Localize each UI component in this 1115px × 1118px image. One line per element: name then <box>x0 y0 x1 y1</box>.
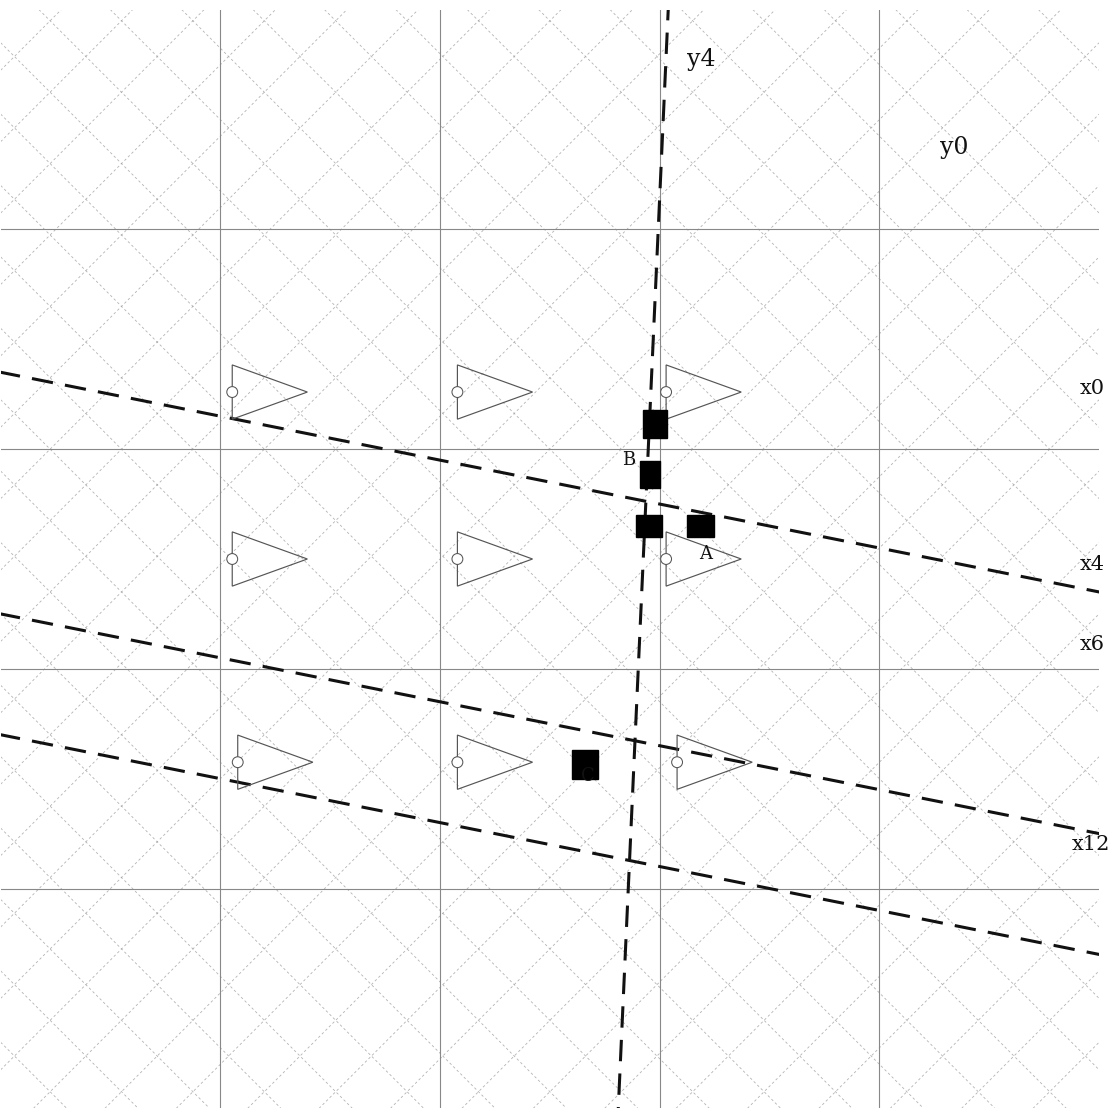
Circle shape <box>671 757 682 768</box>
Circle shape <box>661 387 671 398</box>
Circle shape <box>232 757 243 768</box>
Circle shape <box>661 553 671 565</box>
Bar <box>572 750 599 778</box>
Bar <box>643 409 668 438</box>
Circle shape <box>452 387 463 398</box>
Text: x12: x12 <box>1072 835 1111 854</box>
Circle shape <box>452 553 463 565</box>
Text: B: B <box>622 452 636 470</box>
Text: y0: y0 <box>940 135 968 159</box>
Circle shape <box>452 757 463 768</box>
Circle shape <box>226 387 237 398</box>
Text: x4: x4 <box>1079 555 1104 574</box>
Text: x0: x0 <box>1079 379 1105 398</box>
Circle shape <box>226 553 237 565</box>
Text: y4: y4 <box>687 48 716 70</box>
Text: A: A <box>699 544 712 562</box>
Text: C: C <box>581 767 595 786</box>
Text: x6: x6 <box>1079 635 1104 654</box>
Bar <box>636 515 662 537</box>
Bar <box>640 462 660 487</box>
Bar <box>687 515 714 537</box>
